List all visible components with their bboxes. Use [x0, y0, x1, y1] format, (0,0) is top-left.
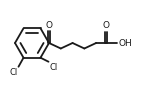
Text: OH: OH	[118, 39, 132, 48]
Text: O: O	[103, 21, 110, 31]
Text: O: O	[46, 20, 53, 29]
Text: Cl: Cl	[49, 63, 58, 72]
Text: Cl: Cl	[9, 68, 18, 77]
